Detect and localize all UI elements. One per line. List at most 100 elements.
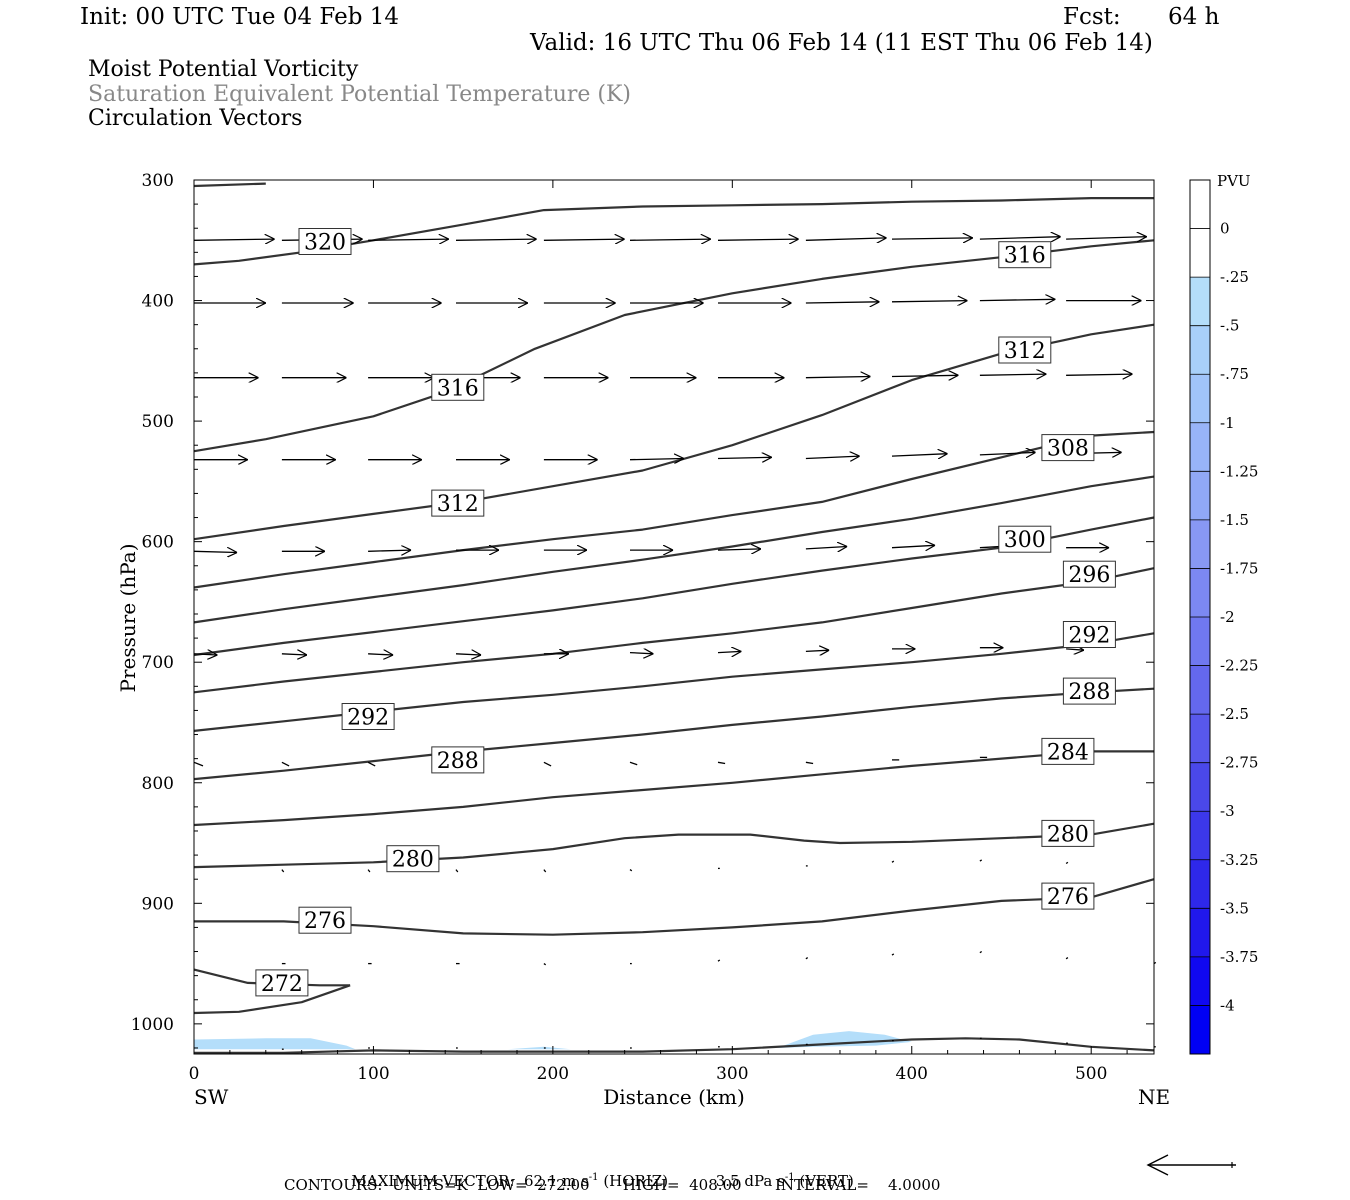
title-mpv: Moist Potential Vorticity xyxy=(88,57,359,82)
contour-label-box xyxy=(1041,737,1095,765)
horiz-tag: (HORIZ) xyxy=(603,1172,669,1190)
contour-label: 280 xyxy=(1041,819,1095,847)
contour-label-box xyxy=(998,336,1052,364)
colorbar-label: -3.75 xyxy=(1220,948,1258,966)
colorbar-swatch xyxy=(1190,228,1210,278)
theta-es-contour xyxy=(193,430,1155,589)
contour-label-text: 284 xyxy=(1047,740,1089,765)
pv-shaded-region xyxy=(194,1038,356,1050)
circulation-vector xyxy=(717,651,741,652)
contour-label: 308 xyxy=(1041,434,1095,462)
theta-es-contour xyxy=(193,475,1155,624)
theta-es-contour xyxy=(193,567,1155,694)
circulation-vector xyxy=(979,237,1061,239)
circulation-vector xyxy=(193,551,237,552)
contour-label-box xyxy=(255,969,309,997)
forecast-label: Fcst: xyxy=(1063,4,1121,30)
x-tick-label: 200 xyxy=(537,1064,569,1084)
circulation-vector xyxy=(891,301,967,302)
contour-label-box xyxy=(1041,882,1095,910)
circulation-vector xyxy=(629,239,711,240)
circulation-vector xyxy=(543,963,547,966)
colorbar-swatch xyxy=(1190,762,1210,812)
colorbar-unit: PVU xyxy=(1217,172,1251,190)
circulation-vector xyxy=(717,761,726,765)
contour-label-text: 292 xyxy=(1068,624,1110,649)
contour-label-layer: 316 312 300 296 292 288 284 280 276 320 316 312 308 2… xyxy=(255,228,1116,997)
colorbar: 0 -.25 -.5 -.75 -1 -1.25 -1.5 -1.75 -2 -2.25 -2.5 -… xyxy=(1189,179,1258,1055)
circulation-vector xyxy=(629,761,638,766)
init-time: Init: 00 UTC Tue 04 Feb 14 xyxy=(80,4,400,30)
colorbar-label: -2.75 xyxy=(1220,754,1258,772)
contour-label-box xyxy=(341,703,395,730)
pv-shaded-region xyxy=(508,1046,571,1050)
theta-es-contour xyxy=(193,182,266,188)
colorbar-label: -.75 xyxy=(1220,365,1249,383)
colorbar-swatch xyxy=(1190,908,1210,958)
pv-shaded-region xyxy=(777,1031,912,1048)
circulation-vector xyxy=(979,374,1046,375)
circulation-vector xyxy=(805,302,880,303)
circulation-vector xyxy=(717,457,772,458)
contour-label-text: 280 xyxy=(1047,822,1089,847)
contour-label-box xyxy=(1041,434,1095,462)
contour-label: 292 xyxy=(1062,621,1116,649)
circulation-vector xyxy=(805,377,871,378)
contour-label: 284 xyxy=(1041,737,1095,765)
theta-es-contour xyxy=(193,822,1155,869)
circulation-vector xyxy=(1066,649,1084,650)
theta-es-contour xyxy=(193,984,351,1015)
footer-contours: CONTOURS: UNITS=K LOW= 272.00 HIGH= 408.… xyxy=(284,1176,941,1194)
contour-label: 320 xyxy=(298,228,352,256)
circulation-vector xyxy=(805,957,809,960)
contour-label: 300 xyxy=(998,525,1052,553)
circulation-vector xyxy=(891,454,948,456)
colorbar-label: -3.5 xyxy=(1220,899,1249,917)
colorbar-label: -1.75 xyxy=(1220,559,1258,577)
circulation-vector xyxy=(455,654,481,655)
colorbar-label: -4 xyxy=(1220,996,1235,1014)
circulation-vector xyxy=(281,654,307,655)
contour-label-text: 288 xyxy=(437,749,479,774)
contour-label: 312 xyxy=(431,489,485,517)
colorbar-swatch xyxy=(1190,859,1210,909)
circulation-vector xyxy=(979,859,983,862)
colorbar-label: 0 xyxy=(1220,220,1230,238)
footer-max-vector: MAXIMUM VECTOR: 62.1 m s-1 (HORIZ) 3.5 d… xyxy=(342,1158,854,1189)
colorbar-label: -.25 xyxy=(1220,268,1249,286)
contour-label-box xyxy=(431,489,485,517)
circulation-vector xyxy=(281,761,290,767)
contour-label: 272 xyxy=(255,969,309,997)
contour-label-text: 276 xyxy=(304,909,346,934)
circulation-vector xyxy=(193,239,275,240)
circulation-vector xyxy=(1065,861,1069,865)
circulation-vector xyxy=(1066,237,1147,239)
contour-label-box xyxy=(1062,677,1116,705)
circulation-vector xyxy=(367,869,371,873)
circulation-vector xyxy=(891,860,895,863)
y-tick-label: 800 xyxy=(142,774,174,794)
theta-es-contour xyxy=(193,750,1154,827)
horiz-exponent: -1 xyxy=(588,1172,599,1183)
pv-shading-layer xyxy=(194,1031,912,1050)
contour-label: 316 xyxy=(431,373,485,401)
circulation-vector xyxy=(368,550,411,551)
circulation-vector xyxy=(368,239,449,240)
x-tick-label: 500 xyxy=(1075,1064,1107,1084)
max-vector-arrow-icon xyxy=(1146,1154,1236,1176)
circulation-vector xyxy=(805,761,814,765)
colorbar-swatch xyxy=(1190,1005,1210,1055)
circulation-vector xyxy=(1066,374,1132,375)
max-vector-label: MAXIMUM VECTOR: xyxy=(351,1172,515,1190)
colorbar-swatch xyxy=(1190,617,1210,667)
contour-label-box xyxy=(1062,560,1116,588)
contour-label-text: 312 xyxy=(1004,339,1046,364)
contour-label-box xyxy=(386,845,440,873)
circulation-vector xyxy=(805,547,847,549)
circulation-vector xyxy=(193,654,217,655)
x-tick-label: 0 xyxy=(189,1064,200,1084)
contour-label-text: 276 xyxy=(1047,885,1089,910)
circulation-vector xyxy=(805,456,860,458)
contour-label-text: 296 xyxy=(1068,563,1110,588)
